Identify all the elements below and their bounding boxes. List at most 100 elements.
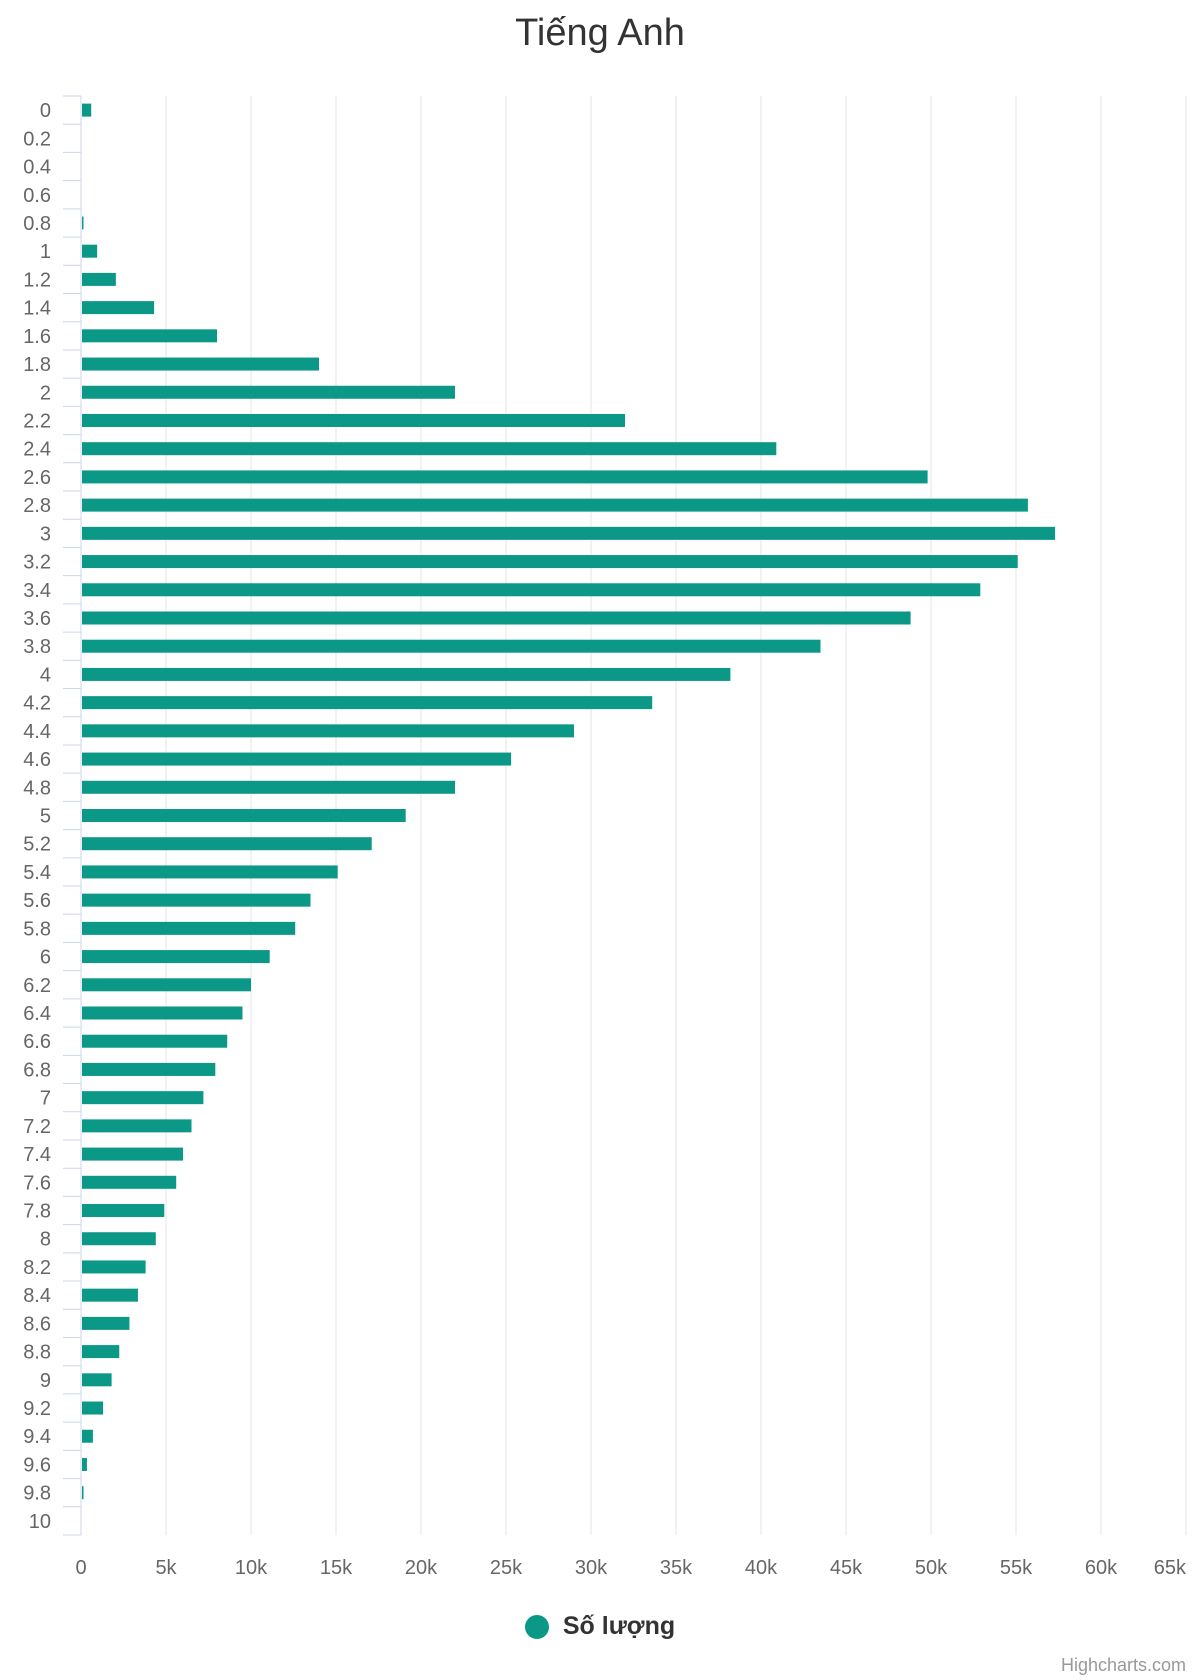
x-tick-label: 15k — [320, 1557, 353, 1579]
y-tick-label: 6.2 — [23, 975, 51, 997]
y-tick-label: 8.2 — [23, 1257, 51, 1279]
y-tick-label: 4.8 — [23, 777, 51, 799]
y-tick-label: 9.6 — [23, 1454, 51, 1476]
bar[interactable] — [82, 1260, 146, 1274]
y-tick-label: 5.6 — [23, 890, 51, 912]
y-tick-label: 3.8 — [23, 636, 51, 658]
y-tick-label: 7.6 — [23, 1172, 51, 1194]
bar[interactable] — [82, 893, 311, 907]
bar[interactable] — [82, 1401, 104, 1415]
bar[interactable] — [82, 1288, 138, 1302]
bar[interactable] — [82, 244, 98, 258]
y-tick-label: 0.4 — [23, 157, 51, 179]
x-tick-label: 50k — [915, 1557, 948, 1579]
bar[interactable] — [82, 1006, 243, 1020]
x-tick-label: 5k — [155, 1557, 177, 1579]
bar[interactable] — [82, 1119, 192, 1133]
y-tick-label: 4.6 — [23, 749, 51, 771]
bar[interactable] — [82, 1175, 177, 1189]
bar[interactable] — [82, 470, 928, 484]
bar[interactable] — [82, 1457, 87, 1471]
bar[interactable] — [82, 780, 455, 794]
y-tick-label: 2 — [40, 382, 51, 404]
y-tick-label: 4.2 — [23, 693, 51, 715]
bar[interactable] — [82, 1373, 112, 1387]
bar[interactable] — [82, 865, 338, 879]
y-tick-label: 8.4 — [23, 1285, 51, 1307]
y-tick-label: 6.4 — [23, 1003, 51, 1025]
bar[interactable] — [82, 272, 116, 286]
bar[interactable] — [82, 611, 911, 625]
y-tick-label: 0.2 — [23, 128, 51, 150]
credits-link[interactable]: Highcharts.com — [1060, 1655, 1186, 1675]
bar[interactable] — [82, 667, 731, 681]
bar[interactable] — [82, 978, 251, 992]
y-tick-label: 3.4 — [23, 580, 51, 602]
bar[interactable] — [82, 103, 92, 117]
bar[interactable] — [82, 1034, 228, 1048]
y-tick-label: 6 — [40, 947, 51, 969]
y-tick-label: 7 — [40, 1088, 51, 1110]
bar[interactable] — [82, 1345, 120, 1359]
bar[interactable] — [82, 1091, 204, 1105]
bar[interactable] — [82, 921, 296, 935]
x-tick-label: 0 — [75, 1557, 86, 1579]
bar[interactable] — [82, 413, 625, 427]
bar[interactable] — [82, 1316, 130, 1330]
y-tick-label: 7.2 — [23, 1116, 51, 1138]
y-tick-label: 3.2 — [23, 552, 51, 574]
bar[interactable] — [82, 724, 574, 738]
y-tick-label: 3.6 — [23, 608, 51, 630]
x-tick-label: 20k — [405, 1557, 438, 1579]
bar[interactable] — [82, 442, 777, 456]
y-tick-label: 10 — [29, 1511, 51, 1533]
y-tick-label: 5.8 — [23, 918, 51, 940]
x-tick-label: 25k — [490, 1557, 523, 1579]
x-tick-label: 65k — [1154, 1557, 1187, 1579]
bar[interactable] — [82, 385, 455, 399]
bar[interactable] — [82, 357, 319, 371]
legend-marker-icon — [524, 1614, 549, 1639]
bar[interactable] — [82, 837, 372, 851]
bar[interactable] — [82, 301, 155, 315]
bar[interactable] — [82, 1429, 93, 1443]
bar[interactable] — [82, 583, 981, 597]
y-tick-label: 7.8 — [23, 1201, 51, 1223]
y-tick-label: 5.2 — [23, 834, 51, 856]
bar[interactable] — [82, 498, 1028, 512]
x-tick-label: 55k — [1000, 1557, 1033, 1579]
bar[interactable] — [82, 752, 512, 766]
category-labels: 0 0.2 0.4 0.6 0.8 1 1.2 1.4 1.6 1.8 2 2.2 2.4 2.6 2.8 3… — [23, 100, 51, 1533]
x-tick-label: 45k — [830, 1557, 863, 1579]
y-tick-label: 0.8 — [23, 213, 51, 235]
bar[interactable] — [82, 1147, 183, 1161]
bar[interactable] — [82, 639, 821, 653]
y-tick-label: 2.6 — [23, 467, 51, 489]
bar[interactable] — [82, 555, 1018, 569]
y-tick-label: 1.2 — [23, 269, 51, 291]
y-tick-label: 9.4 — [23, 1426, 51, 1448]
y-tick-label: 2.4 — [23, 439, 51, 461]
bar[interactable] — [82, 696, 653, 710]
legend-item[interactable]: Số lượng — [524, 1612, 675, 1641]
bar[interactable] — [82, 1204, 165, 1218]
bar[interactable] — [82, 809, 406, 822]
bar[interactable] — [82, 216, 84, 230]
y-tick-label: 8.8 — [23, 1342, 51, 1364]
y-tick-label: 0 — [40, 100, 51, 122]
bar[interactable] — [82, 329, 217, 343]
y-tick-label: 9.2 — [23, 1398, 51, 1420]
bar[interactable] — [82, 526, 1056, 540]
y-tick-label: 5 — [40, 806, 51, 828]
bar[interactable] — [82, 1486, 84, 1500]
y-tick-label: 1.6 — [23, 326, 51, 348]
bar[interactable] — [82, 1062, 216, 1076]
bar[interactable] — [82, 950, 270, 964]
y-tick-label: 3 — [40, 523, 51, 545]
y-tick-label: 5.4 — [23, 862, 51, 884]
bar[interactable] — [82, 1232, 156, 1246]
y-tick-label: 1.4 — [23, 298, 51, 320]
x-tick-label: 30k — [575, 1557, 608, 1579]
y-tick-label: 9 — [40, 1370, 51, 1392]
y-tick-label: 9.8 — [23, 1483, 51, 1505]
